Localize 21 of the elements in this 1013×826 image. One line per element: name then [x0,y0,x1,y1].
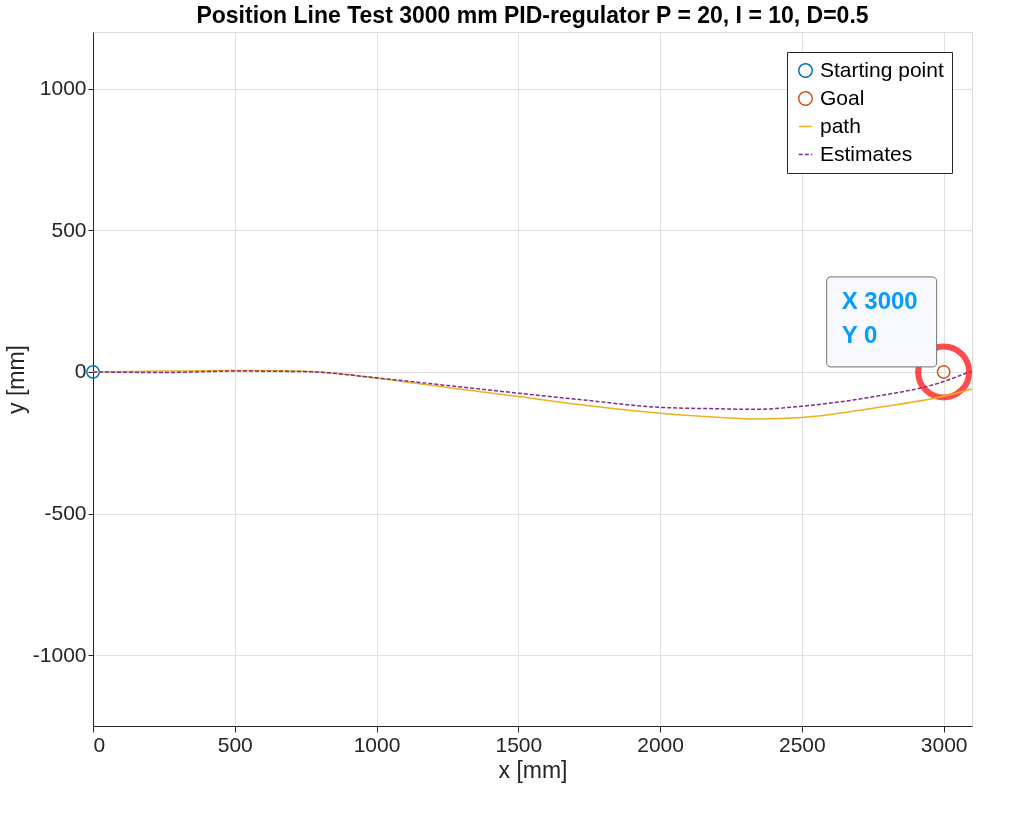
y-tick-label: 500 [51,217,87,241]
y-tick-label: -1000 [32,642,87,666]
annotation: X 3000 Y 0 [841,286,918,348]
y-axis-title: y [mm] [2,345,29,414]
legend-label: Goal [820,85,865,109]
x-tick-label: 0 [93,732,106,756]
x-tick-label: 3000 [920,732,968,756]
x-tick-label: 2500 [779,732,826,756]
y-tick-label: -500 [44,501,87,525]
legend-label: Estimates [820,141,913,165]
legend-label: Starting point [820,57,944,81]
legend-label: path [820,113,861,137]
x-tick-label: 1500 [495,732,543,756]
chart-title: Position Line Test 3000 mm PID-regulator P = 20, I = 10, D=0.5 [196,2,869,28]
line-series [92,370,972,411]
x-tick-label: 500 [217,732,253,756]
x-tick-label: 2000 [637,732,684,756]
x-axis-title: x [mm] [498,756,568,783]
y-tick-label: 1000 [39,76,87,100]
x-tick-label: 1000 [353,732,401,756]
y-tick-label: 0 [74,359,87,383]
